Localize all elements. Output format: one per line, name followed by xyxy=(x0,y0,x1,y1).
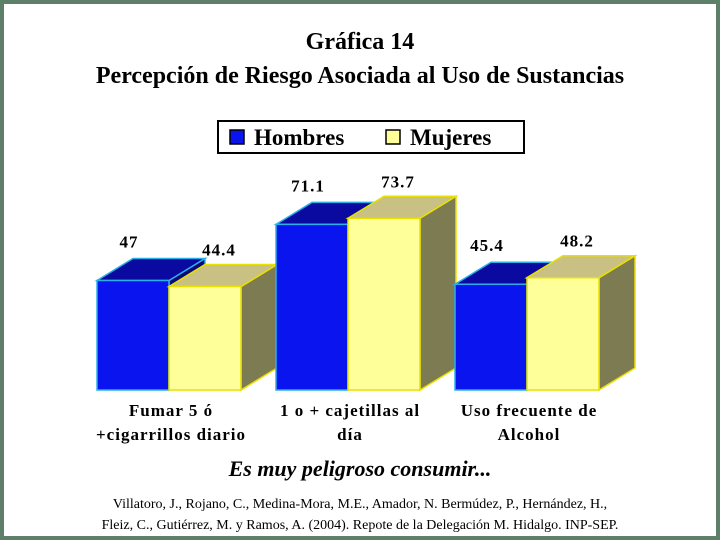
category-label-3-line2: Alcohol xyxy=(498,425,561,444)
bar-mujeres-1 xyxy=(166,263,280,392)
source-line-2: Fleiz, C., Gutiérrez, M. y Ramos, A. (20… xyxy=(101,518,619,533)
category-label-1-line2: +cigarrillos diario xyxy=(96,425,246,444)
legend-swatch-mujeres xyxy=(385,129,401,145)
category-label-2-line1: 1 o + cajetillas al xyxy=(280,401,420,420)
legend-box xyxy=(217,120,525,154)
bar-side xyxy=(598,254,636,392)
category-label-3-line1: Uso frecuente de xyxy=(461,401,598,420)
category-label-2-line2: día xyxy=(337,425,363,444)
bar-front xyxy=(275,223,349,391)
data-label-hombres-3: 45.4 xyxy=(470,236,504,255)
bar-front xyxy=(454,283,528,391)
bar-side xyxy=(419,194,457,392)
bar-mujeres-2 xyxy=(345,194,459,392)
chart-title-line1: Gráfica 14 xyxy=(305,29,415,55)
legend: Hombres Mujeres xyxy=(217,120,525,154)
data-label-mujeres-3: 48.2 xyxy=(560,232,594,251)
category-label-1-line1: Fumar 5 ó xyxy=(129,401,213,420)
data-label-mujeres-1: 44.4 xyxy=(202,241,236,260)
bar-mujeres-3 xyxy=(524,254,638,392)
bar-front xyxy=(526,276,600,391)
data-label-mujeres-2: 73.7 xyxy=(381,172,415,191)
bar-front xyxy=(347,217,421,391)
bar-front xyxy=(96,279,170,391)
legend-label-hombres: Hombres xyxy=(254,125,344,150)
legend-label-mujeres: Mujeres xyxy=(410,125,491,150)
chart-caption: Es muy peligroso consumir... xyxy=(228,456,492,481)
chart-title-line2: Percepción de Riesgo Asociada al Uso de … xyxy=(95,63,625,89)
data-label-hombres-2: 71.1 xyxy=(291,176,325,195)
data-label-hombres-1: 47 xyxy=(120,232,139,251)
bar-front xyxy=(168,285,242,391)
source-line-1: Villatoro, J., Rojano, C., Medina-Mora, … xyxy=(112,497,608,512)
source-citation: Villatoro, J., Rojano, C., Medina-Mora, … xyxy=(0,494,720,536)
legend-swatch-hombres xyxy=(229,129,245,145)
